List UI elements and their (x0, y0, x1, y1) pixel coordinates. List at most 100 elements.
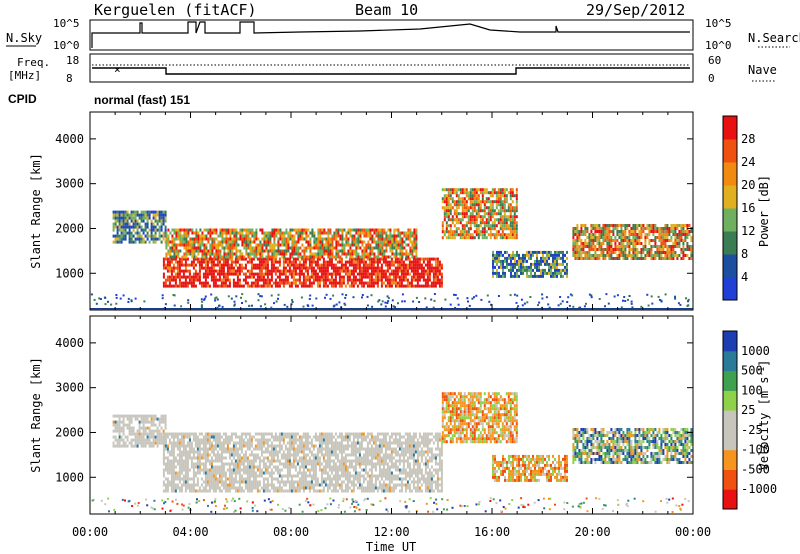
power-cell (171, 243, 174, 247)
power-cell (221, 234, 224, 238)
power-cell (206, 257, 209, 261)
power-cell (158, 231, 161, 235)
power-cell (481, 230, 484, 234)
power-cell (217, 249, 220, 253)
power-cell (272, 257, 275, 261)
velocity-cell (254, 471, 257, 475)
power-cell (369, 252, 372, 256)
power-noise-cell (180, 305, 183, 308)
power-cell (520, 259, 522, 263)
power-cell (457, 227, 460, 231)
power-cell (270, 284, 273, 288)
power-cell (314, 272, 317, 276)
power-cell (608, 248, 611, 251)
power-cell (420, 284, 423, 288)
power-noise-cell (515, 301, 518, 304)
velocity-cell (166, 489, 169, 493)
power-cell (608, 257, 611, 260)
power-cell (630, 254, 633, 257)
velocity-cell (242, 444, 245, 448)
power-cell (294, 281, 297, 285)
velocity-cell (198, 441, 201, 445)
power-cell (310, 263, 313, 267)
power-cell (243, 246, 246, 250)
power-cell (412, 257, 415, 261)
power-cell (638, 242, 641, 245)
power-cell (389, 234, 392, 238)
power-cell (257, 237, 260, 241)
power-cell (422, 257, 425, 261)
power-cell (658, 254, 661, 257)
power-cell (678, 230, 681, 233)
power-cell (493, 227, 496, 231)
power-cell (602, 242, 605, 245)
power-cell (412, 266, 415, 270)
power-cell (112, 240, 115, 244)
power-cell (396, 272, 399, 276)
power-cell (267, 252, 270, 256)
power-cell (622, 239, 625, 242)
power-cell (636, 233, 639, 236)
power-cell (515, 200, 518, 204)
velocity-cell (162, 444, 165, 448)
power-cell (626, 236, 629, 239)
power-cell (310, 281, 313, 285)
power-cell (596, 227, 599, 230)
velocity-cell (164, 426, 167, 430)
power-cell (650, 254, 653, 257)
power-noise-cell (380, 303, 383, 306)
power-cell (258, 278, 261, 282)
velocity-cell (180, 453, 183, 457)
power-cell (191, 255, 194, 259)
power-cell (528, 274, 530, 278)
power-cell (313, 246, 316, 250)
velocity-cell (252, 471, 255, 475)
power-noise-cell (457, 303, 460, 306)
power-cell (513, 221, 516, 225)
power-cell (160, 219, 163, 223)
velocity-cell (178, 480, 181, 484)
velocity-cell (232, 471, 235, 475)
power-cell (608, 254, 611, 257)
power-noise-cell (623, 296, 626, 298)
power-cell (475, 191, 478, 195)
power-cell (359, 228, 362, 232)
power-cell (256, 281, 259, 285)
power-cell (498, 259, 500, 263)
power-cell (445, 200, 448, 204)
power-cell (264, 269, 267, 273)
velocity-cell (170, 483, 173, 487)
power-cell (152, 237, 155, 241)
power-cell (205, 243, 208, 247)
power-cell (487, 224, 490, 228)
power-cell (122, 216, 125, 220)
power-cell (360, 269, 363, 273)
power-cell (281, 234, 284, 238)
power-cell (333, 237, 336, 241)
power-cell (682, 257, 685, 260)
power-cell (416, 257, 419, 261)
velocity-cell (126, 426, 129, 430)
power-cell (362, 269, 365, 273)
velocity-cell (136, 429, 139, 433)
power-cell (271, 234, 274, 238)
power-cell (522, 259, 524, 263)
velocity-cell (178, 462, 181, 466)
velocity-cell (186, 465, 189, 469)
power-cell (300, 269, 303, 273)
power-cell (285, 246, 288, 250)
power-cell (193, 246, 196, 250)
power-cell (204, 260, 207, 264)
power-cell (319, 240, 322, 244)
velocity-cell (140, 441, 143, 445)
power-cell (554, 274, 556, 278)
power-cell (638, 236, 641, 239)
power-cell (477, 197, 480, 201)
power-cell (586, 242, 589, 245)
power-noise-cell (122, 294, 125, 297)
power-cell (542, 274, 544, 278)
power-cell (166, 263, 169, 267)
power-cell (432, 266, 435, 270)
power-noise-cell (300, 296, 303, 299)
power-cell (264, 266, 267, 270)
